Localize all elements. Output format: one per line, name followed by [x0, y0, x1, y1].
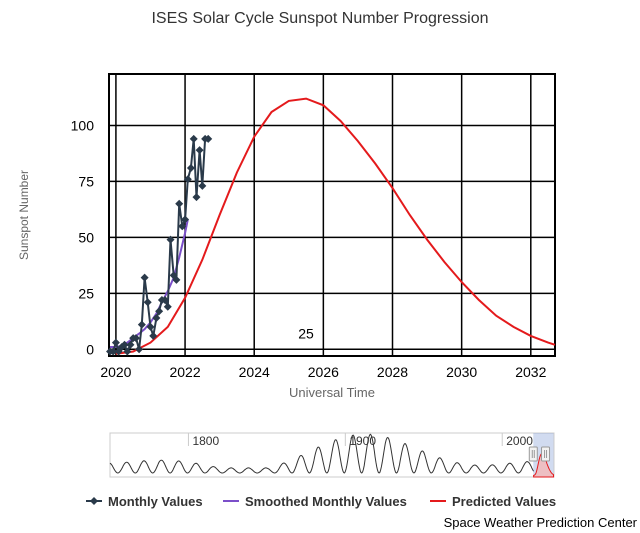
monthly-point	[155, 307, 164, 316]
monthly-point	[181, 215, 190, 224]
x-tick-label-2032: 2032	[515, 364, 546, 380]
x-tick-label-2026: 2026	[308, 364, 339, 380]
x-tick-label-2030: 2030	[446, 364, 477, 380]
monthly-point	[189, 134, 198, 143]
chart-title: ISES Solar Cycle Sunspot Number Progress…	[151, 10, 488, 27]
monthly-point	[163, 302, 172, 311]
monthly-point	[166, 235, 175, 244]
navigator-left-handle[interactable]	[528, 446, 538, 462]
navigator-labels: 1800 1900 2000	[187, 433, 533, 448]
legend-label-smoothed-monthly-values: Smoothed Monthly Values	[245, 494, 407, 509]
monthly-point	[143, 298, 152, 307]
navigator-history-line	[109, 433, 535, 474]
y-tick-label-50: 50	[78, 229, 94, 245]
legend: Monthly Values Smoothed Monthly Values Pre…	[86, 494, 556, 509]
legend-marker-monthly-values	[90, 497, 98, 505]
monthly-point	[120, 340, 129, 349]
navigator-label-1800: 1800	[192, 434, 219, 448]
plot-frame	[108, 73, 556, 357]
series-layer	[106, 97, 556, 356]
monthly-point	[109, 347, 118, 356]
monthly-point	[126, 340, 135, 349]
y-axis-ticks: 0 25 50 75 100	[71, 117, 95, 357]
monthly-point	[111, 338, 120, 347]
y-tick-label-100: 100	[71, 117, 95, 133]
legend-label-monthly-values: Monthly Values	[108, 494, 203, 509]
monthly-point	[137, 320, 146, 329]
monthly-point	[161, 296, 170, 305]
monthly-point	[198, 181, 207, 190]
monthly-point	[183, 175, 192, 184]
navigator-right-handle[interactable]	[541, 446, 551, 462]
monthly-point	[192, 193, 201, 202]
monthly-point	[131, 334, 140, 343]
monthly-point	[195, 146, 204, 155]
monthly-point	[146, 322, 155, 331]
y-tick-label-25: 25	[78, 285, 94, 301]
monthly-point	[178, 222, 187, 231]
x-axis-label: Universal Time	[289, 385, 375, 400]
navigator[interactable]: 1800 1900 2000	[109, 432, 555, 478]
monthly-point	[186, 164, 195, 172]
legend-label-predicted-values: Predicted Values	[452, 494, 556, 509]
series-line-predicted-values	[115, 97, 556, 355]
x-tick-label-2022: 2022	[169, 364, 200, 380]
monthly-point	[175, 199, 184, 208]
credit-text: Space Weather Prediction Center	[444, 515, 638, 530]
plot-area: 25	[106, 73, 556, 357]
x-tick-label-2020: 2020	[100, 364, 131, 380]
monthly-point	[149, 331, 158, 340]
monthly-point	[204, 134, 213, 143]
navigator-label-2000: 2000	[506, 434, 533, 448]
monthly-point	[152, 313, 161, 322]
x-tick-label-2024: 2024	[239, 364, 270, 380]
cycle-annotation: 25	[298, 326, 314, 342]
monthly-point	[123, 347, 132, 356]
x-axis-ticks: 2020 2022 2024 2026 2028 2030 2032	[100, 364, 546, 380]
monthly-point	[172, 275, 181, 284]
monthly-point	[140, 273, 149, 282]
y-tick-label-75: 75	[78, 173, 94, 189]
y-tick-label-0: 0	[86, 341, 94, 357]
x-tick-label-2028: 2028	[377, 364, 408, 380]
monthly-point	[135, 345, 144, 354]
y-axis-label: Sunspot Number	[17, 170, 31, 260]
